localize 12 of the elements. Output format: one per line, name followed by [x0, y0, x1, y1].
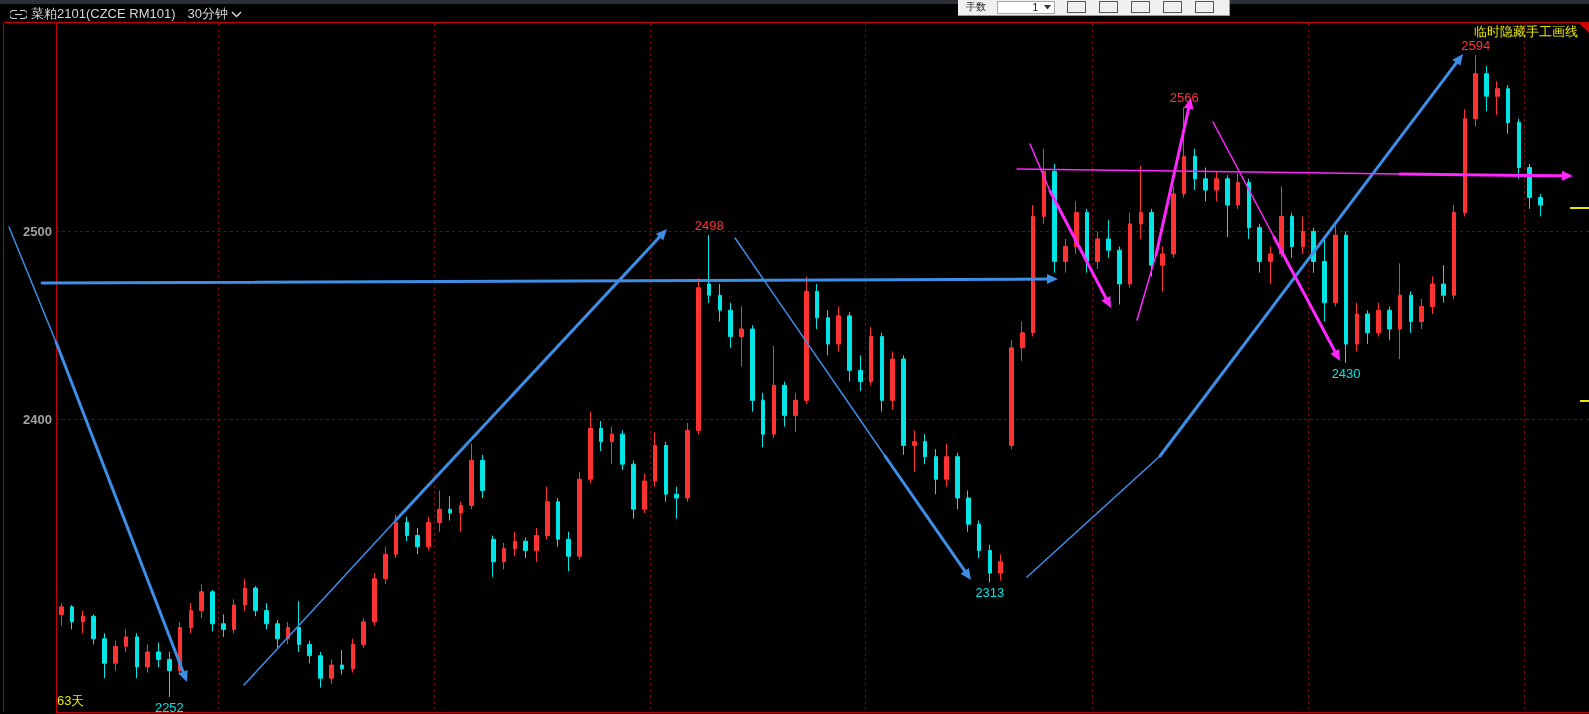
annotation: 2498 [694, 218, 724, 234]
annotation: 2566 [1169, 90, 1199, 106]
annotation: 临时隐藏手工画线 [1474, 24, 1578, 39]
annotation: 63天 [57, 693, 85, 708]
chart-title: 菜粕2101(CZCE RM101) [31, 6, 176, 22]
annotation: 2594 [1461, 37, 1491, 53]
y-tick-label: 2400 [23, 411, 52, 427]
y-tick-label: 2500 [23, 223, 52, 239]
chart-subtitle: 30分钟 [187, 6, 228, 22]
annotation: 2313 [975, 585, 1005, 601]
annotation: 2252 [154, 699, 184, 714]
annotation: 2430 [1331, 365, 1361, 381]
